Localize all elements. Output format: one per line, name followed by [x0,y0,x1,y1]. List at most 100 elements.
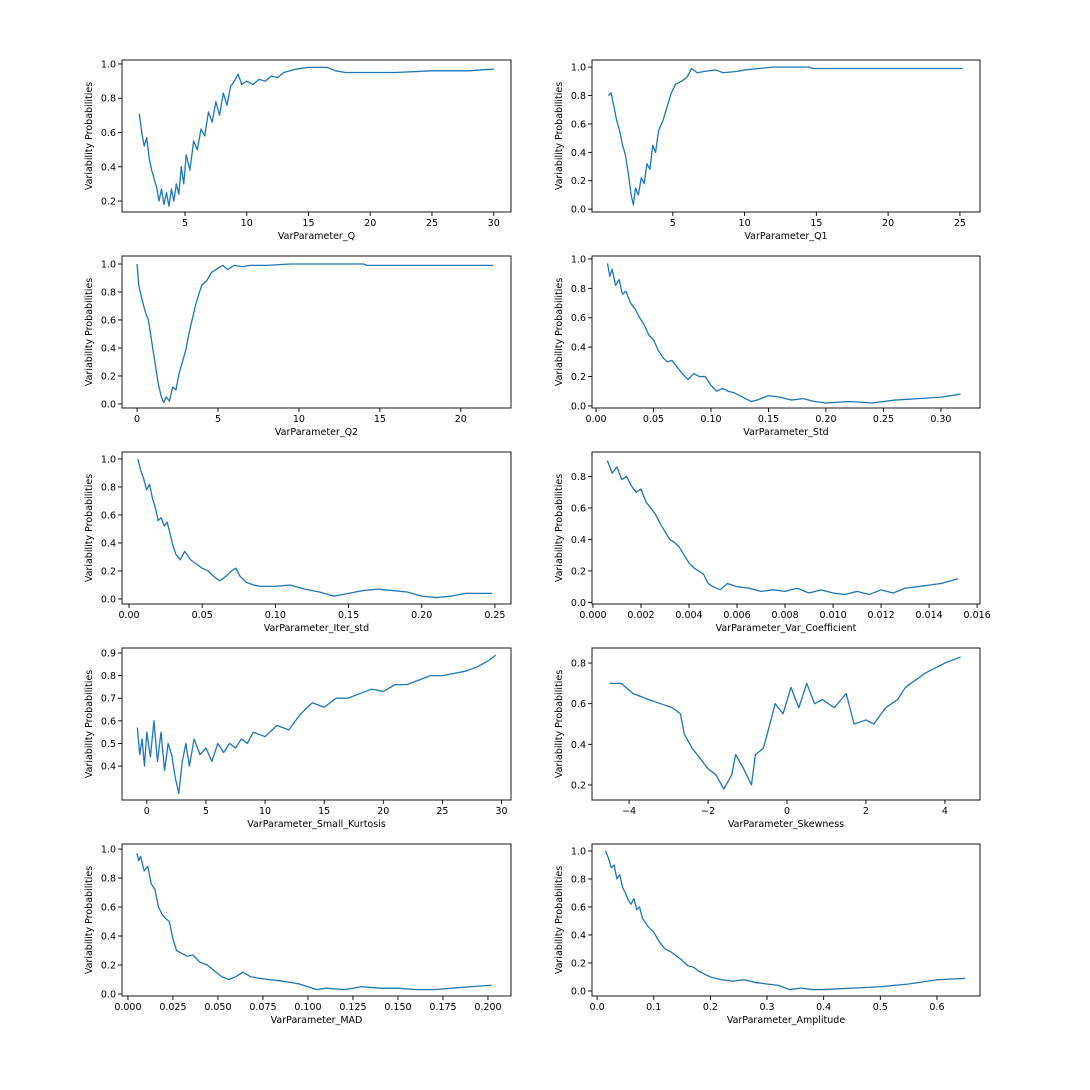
y-tick-label: 1.0 [571,63,586,74]
x-tick-label: 0 [144,806,150,817]
x-tick-label: 0.016 [964,610,991,621]
subplot: −4 −2 0 2 4 0.2 0.4 0.6 0.8 VarParameter_Skewness… [554,647,981,830]
y-tick-label: 0.4 [101,932,116,943]
x-tick-label: 20 [364,218,376,229]
subplot: 0.00 0.05 0.10 0.15 0.20 0.25 0.30 0.0 0.2 0.4 0.6… [554,254,981,438]
x-tick-label: 25 [954,218,966,229]
x-tick-label: 15 [810,218,822,229]
y-tick-label: 0.8 [571,659,586,670]
x-tick-label: 5 [182,218,188,229]
y-tick-label: 0.8 [571,472,586,483]
x-tick-label: 0.004 [675,610,702,621]
x-tick-label: 15 [302,218,314,229]
y-tick-label: 0.4 [101,538,116,549]
x-tick-label: 25 [426,218,438,229]
x-tick-label: 0.125 [339,1002,366,1013]
x-tick-label: 0.006 [723,610,750,621]
axes-frame [591,843,981,997]
subplot: 5 10 15 20 25 30 0.2 0.4 0.6 0.8 1.0 VarParameter_Q… [84,59,512,242]
x-tick-label: 0 [134,414,140,425]
y-tick-label: 0.6 [101,510,116,521]
x-tick-label: 5 [203,806,209,817]
y-tick-label: 0.6 [571,699,586,710]
x-tick-label: 0.050 [204,1002,231,1013]
y-tick-label: 1.0 [101,845,116,856]
y-tick-label: 1.0 [571,846,586,857]
x-tick-label: 0.15 [758,414,779,425]
x-tick-label: 0.075 [249,1002,276,1013]
y-tick-label: 0.8 [101,94,116,105]
x-tick-label: 10 [293,414,305,425]
y-tick-label: 0.4 [101,343,116,354]
y-tick-label: 0.2 [101,197,116,208]
y-tick-label: 1.0 [571,254,586,265]
x-tick-label: 10 [739,218,751,229]
data-line [609,656,961,790]
y-axis-label: Variability Probabilities [84,670,95,778]
axes-frame [591,451,981,605]
x-axis-label: VarParameter_Iter_std [264,623,369,634]
y-tick-label: 0.9 [101,648,116,659]
x-tick-label: 0.010 [819,610,846,621]
x-tick-label: 0.10 [265,610,286,621]
x-tick-label: 0.6 [929,1002,944,1013]
x-axis-label: VarParameter_Q1 [744,231,827,242]
y-axis-label: Variability Probabilities [554,866,565,974]
x-tick-label: 15 [318,806,330,817]
x-tick-label: 0.05 [643,414,664,425]
axes-frame [591,255,981,409]
data-line [137,458,492,599]
x-tick-label: 0.30 [930,414,951,425]
y-tick-label: 0.4 [571,148,586,159]
y-tick-label: 0.4 [101,162,116,173]
y-tick-label: 0.4 [101,762,116,773]
x-tick-label: 0.20 [815,414,836,425]
y-tick-label: 0.2 [571,780,586,791]
y-tick-label: 1.0 [101,59,116,70]
x-axis-label: VarParameter_Q [278,231,355,242]
y-tick-label: 0.2 [571,958,586,969]
x-tick-label: 0.1 [646,1002,661,1013]
data-line [606,263,961,404]
y-tick-label: 0.4 [571,343,586,354]
x-tick-label: 20 [882,218,894,229]
axes-frame [121,59,512,213]
x-tick-label: 10 [241,218,253,229]
x-tick-label: 0.25 [873,414,894,425]
y-tick-label: 0.2 [101,960,116,971]
x-tick-label: 30 [495,806,507,817]
x-tick-label: 5 [670,218,676,229]
x-tick-label: 0.15 [338,610,359,621]
x-tick-label: 0.000 [114,1002,141,1013]
x-tick-label: 0.3 [759,1002,774,1013]
x-tick-label: 0.008 [771,610,798,621]
y-tick-label: 0.0 [571,205,586,216]
x-axis-label: VarParameter_Small_Kurtosis [247,819,386,830]
y-tick-label: 0.8 [571,91,586,102]
y-tick-label: 0.8 [571,874,586,885]
data-line [607,66,963,206]
y-tick-label: 0.4 [571,740,586,751]
x-tick-label: 0.150 [384,1002,411,1013]
x-tick-label: 0 [784,806,790,817]
y-axis-label: Variability Probabilities [84,82,95,190]
axes-frame [121,647,512,801]
axes-frame [121,451,512,605]
x-tick-label: 0.000 [579,610,606,621]
y-axis-label: Variability Probabilities [84,866,95,974]
x-tick-label: 0.4 [816,1002,831,1013]
x-tick-label: 15 [374,414,386,425]
x-tick-label: 0.2 [703,1002,718,1013]
y-axis-label: Variability Probabilities [554,82,565,190]
y-axis-label: Variability Probabilities [84,474,95,582]
data-line [136,654,497,794]
data-line [606,460,959,596]
y-tick-label: 0.6 [101,903,116,914]
y-tick-label: 0.4 [571,535,586,546]
y-tick-label: 0.6 [571,503,586,514]
y-tick-label: 1.0 [101,454,116,465]
axes-frame [121,843,512,997]
y-tick-label: 0.2 [571,372,586,383]
x-tick-label: −2 [701,806,715,817]
